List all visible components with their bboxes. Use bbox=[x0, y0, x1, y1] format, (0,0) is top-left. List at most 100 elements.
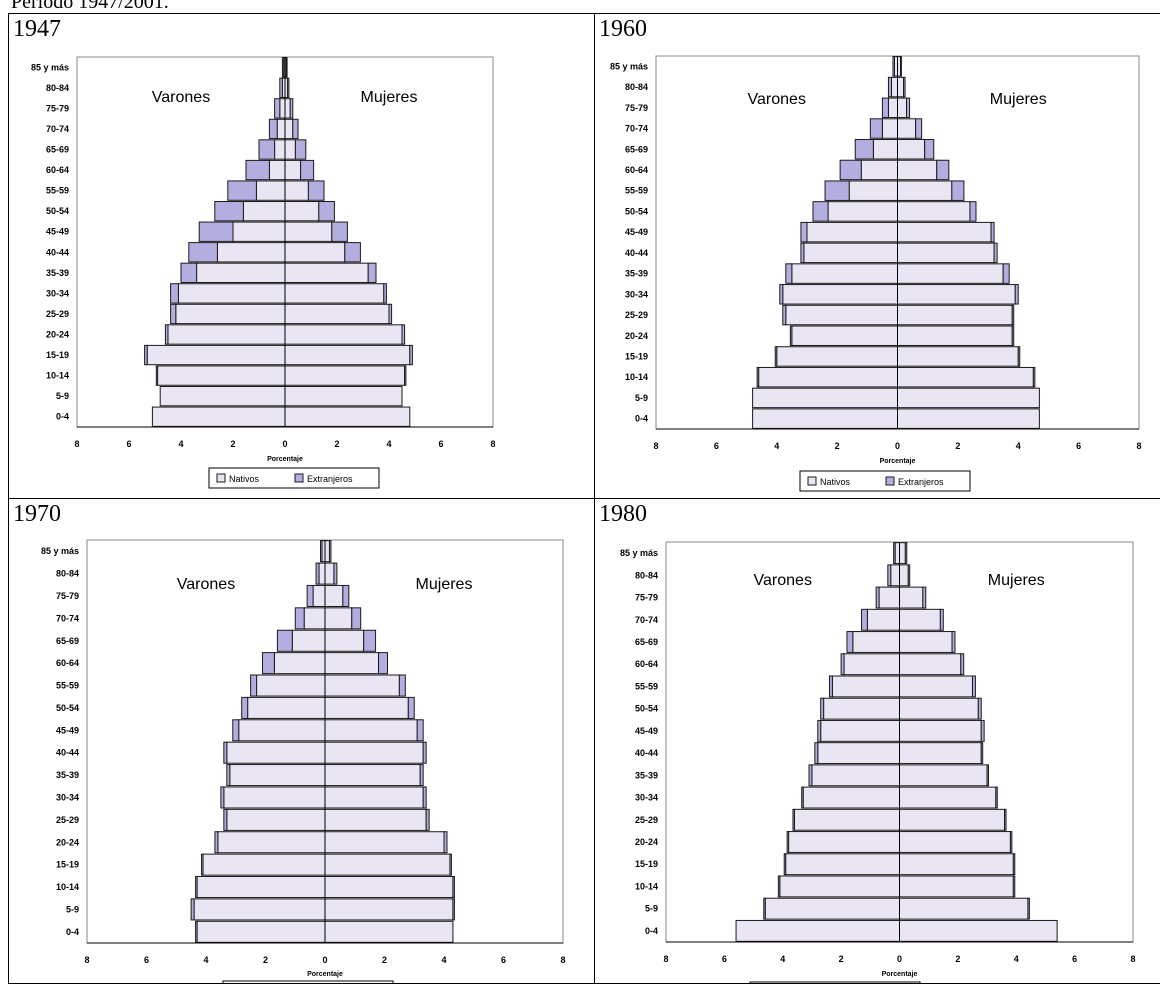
bar-female-foreign bbox=[443, 831, 448, 854]
bar-male-foreign bbox=[294, 607, 305, 630]
x-tick-label: 6 bbox=[714, 441, 719, 451]
bar-female-foreign bbox=[986, 764, 990, 787]
bar-female-native bbox=[284, 406, 411, 427]
bar-male-native bbox=[196, 920, 326, 943]
bar-female-native bbox=[899, 786, 997, 809]
bar-male-native bbox=[764, 897, 900, 920]
bar-female-native bbox=[324, 584, 344, 607]
x-tick-label: 2 bbox=[230, 439, 235, 449]
bar-female-native bbox=[899, 853, 1014, 876]
x-tick-label: 2 bbox=[382, 955, 387, 965]
bar-male-native bbox=[303, 607, 326, 630]
x-tick-label: 4 bbox=[178, 439, 183, 449]
bar-male-native bbox=[782, 284, 899, 305]
bar-male-native bbox=[817, 742, 900, 765]
category-tick-label: 70-74 bbox=[46, 124, 69, 134]
bar-female-foreign bbox=[980, 742, 984, 765]
bar-male-foreign bbox=[279, 77, 283, 98]
bar-male-foreign bbox=[258, 139, 276, 160]
x-tick-label: 0 bbox=[282, 439, 287, 449]
bar-female-native bbox=[324, 719, 418, 742]
bar-female-foreign bbox=[990, 221, 995, 243]
category-tick-label: 55-59 bbox=[635, 681, 658, 691]
bar-female-foreign bbox=[289, 98, 294, 119]
bar-female-foreign bbox=[907, 564, 911, 587]
bar-female-foreign bbox=[960, 653, 965, 676]
bar-male-native bbox=[878, 586, 901, 609]
bar-female-native bbox=[899, 675, 973, 698]
bar-female-foreign bbox=[903, 76, 906, 98]
category-tick-label: 40-44 bbox=[625, 248, 648, 258]
bar-female-native bbox=[899, 542, 906, 565]
bar-male-native bbox=[268, 159, 286, 181]
bar-male-native bbox=[852, 631, 900, 653]
bar-female-foreign bbox=[939, 608, 944, 631]
category-tick-label: 45-49 bbox=[46, 227, 69, 237]
category-tick-label: 20-24 bbox=[56, 837, 79, 847]
bar-male-foreign bbox=[155, 365, 159, 386]
bar-male-native bbox=[752, 408, 898, 429]
bar-male-foreign bbox=[824, 180, 850, 201]
bar-female-native bbox=[284, 98, 291, 119]
bar-female-foreign bbox=[294, 139, 307, 160]
panel-1970: 0-4 5-9 10-14 15-19 20-24 25-29 30-34 35-39 40-4… bbox=[9, 499, 595, 984]
bar-male-native bbox=[196, 262, 286, 283]
year-label: 1947 bbox=[13, 16, 61, 42]
bar-female-native bbox=[897, 263, 1004, 284]
bar-female-native bbox=[899, 586, 924, 609]
bar-female-foreign bbox=[995, 786, 998, 809]
bar-male-native bbox=[823, 697, 900, 720]
category-tick-label: 25-29 bbox=[46, 309, 69, 319]
bar-male-native bbox=[866, 608, 900, 631]
x-tick-label: 2 bbox=[835, 441, 840, 451]
x-tick-label: 8 bbox=[490, 439, 495, 449]
category-tick-label: 75-79 bbox=[635, 593, 658, 603]
x-tick-label: 6 bbox=[1072, 954, 1077, 964]
bar-female-native bbox=[284, 344, 411, 366]
bar-male-native bbox=[881, 118, 898, 139]
x-tick-label: 8 bbox=[663, 954, 668, 964]
x-tick-label: 6 bbox=[144, 955, 149, 965]
category-tick-label: 60-64 bbox=[625, 165, 648, 175]
category-tick-label: 35-39 bbox=[635, 770, 658, 780]
category-tick-label: 0-4 bbox=[635, 414, 648, 424]
mujeres-label: Mujeres bbox=[361, 89, 418, 106]
bar-female-foreign bbox=[398, 674, 406, 697]
legend-box bbox=[799, 470, 971, 492]
bar-male-foreign bbox=[887, 564, 892, 587]
category-tick-label: 15-19 bbox=[46, 350, 69, 360]
bar-female-foreign bbox=[1017, 346, 1021, 367]
category-tick-label: 65-69 bbox=[635, 637, 658, 647]
bar-male-native bbox=[232, 221, 286, 242]
bar-female-native bbox=[897, 139, 926, 160]
bar-male-native bbox=[887, 97, 899, 119]
bar-male-native bbox=[151, 406, 286, 427]
bar-male-native bbox=[758, 366, 898, 388]
bar-female-foreign bbox=[452, 876, 455, 899]
bar-male-native bbox=[255, 180, 286, 201]
legend-box bbox=[222, 980, 394, 983]
bar-female-native bbox=[899, 875, 1014, 898]
bar-female-native bbox=[284, 201, 320, 222]
bar-male-foreign bbox=[220, 786, 225, 809]
bar-female-foreign bbox=[900, 56, 902, 77]
category-tick-label: 60-64 bbox=[56, 658, 79, 668]
bar-female-foreign bbox=[409, 344, 413, 366]
bar-female-foreign bbox=[1012, 853, 1016, 876]
bar-male-foreign bbox=[195, 920, 198, 943]
category-tick-label: 45-49 bbox=[625, 227, 648, 237]
category-tick-label: 20-24 bbox=[635, 837, 658, 847]
bar-male-foreign bbox=[785, 263, 793, 284]
bar-female-foreign bbox=[1011, 304, 1015, 326]
category-tick-label: 0-4 bbox=[56, 412, 69, 422]
legend-box bbox=[208, 467, 380, 489]
bar-male-foreign bbox=[306, 584, 314, 607]
category-tick-label: 85 y más bbox=[31, 62, 69, 72]
bar-male-foreign bbox=[756, 366, 760, 388]
x-axis-title: Porcentaje bbox=[307, 971, 343, 978]
bar-male-native bbox=[217, 831, 326, 854]
bar-female-native bbox=[284, 139, 296, 160]
legend-swatch-extranjeros bbox=[885, 476, 895, 486]
x-tick-label: 8 bbox=[653, 441, 658, 451]
bar-female-foreign bbox=[924, 139, 935, 160]
